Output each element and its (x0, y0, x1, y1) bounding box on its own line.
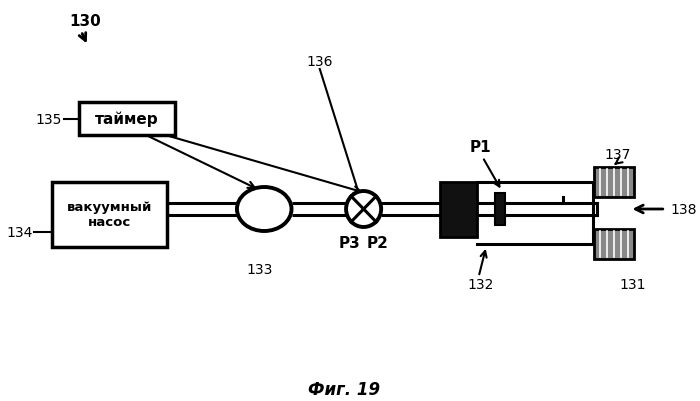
Bar (440, 182, 477, 237)
Bar (79, 103, 174, 136)
Bar (52, 182, 167, 247)
Text: 133: 133 (246, 262, 272, 276)
Text: 131: 131 (620, 277, 646, 291)
Text: P1: P1 (470, 140, 491, 155)
Text: 135: 135 (35, 112, 62, 126)
Text: 132: 132 (468, 277, 493, 291)
Text: 136: 136 (307, 55, 333, 69)
Circle shape (346, 192, 381, 227)
Text: P3: P3 (339, 236, 361, 251)
Text: P2: P2 (366, 236, 389, 251)
Text: вакуумный
насос: вакуумный насос (66, 201, 152, 229)
Text: 138: 138 (671, 203, 697, 217)
Text: таймер: таймер (95, 111, 159, 127)
Text: 137: 137 (605, 148, 631, 162)
Ellipse shape (237, 188, 291, 231)
Text: 130: 130 (69, 14, 101, 29)
Bar (594, 168, 634, 198)
Bar (495, 194, 505, 225)
Text: 134: 134 (6, 225, 32, 239)
Bar (594, 229, 634, 259)
Text: Фиг. 19: Фиг. 19 (308, 380, 380, 398)
